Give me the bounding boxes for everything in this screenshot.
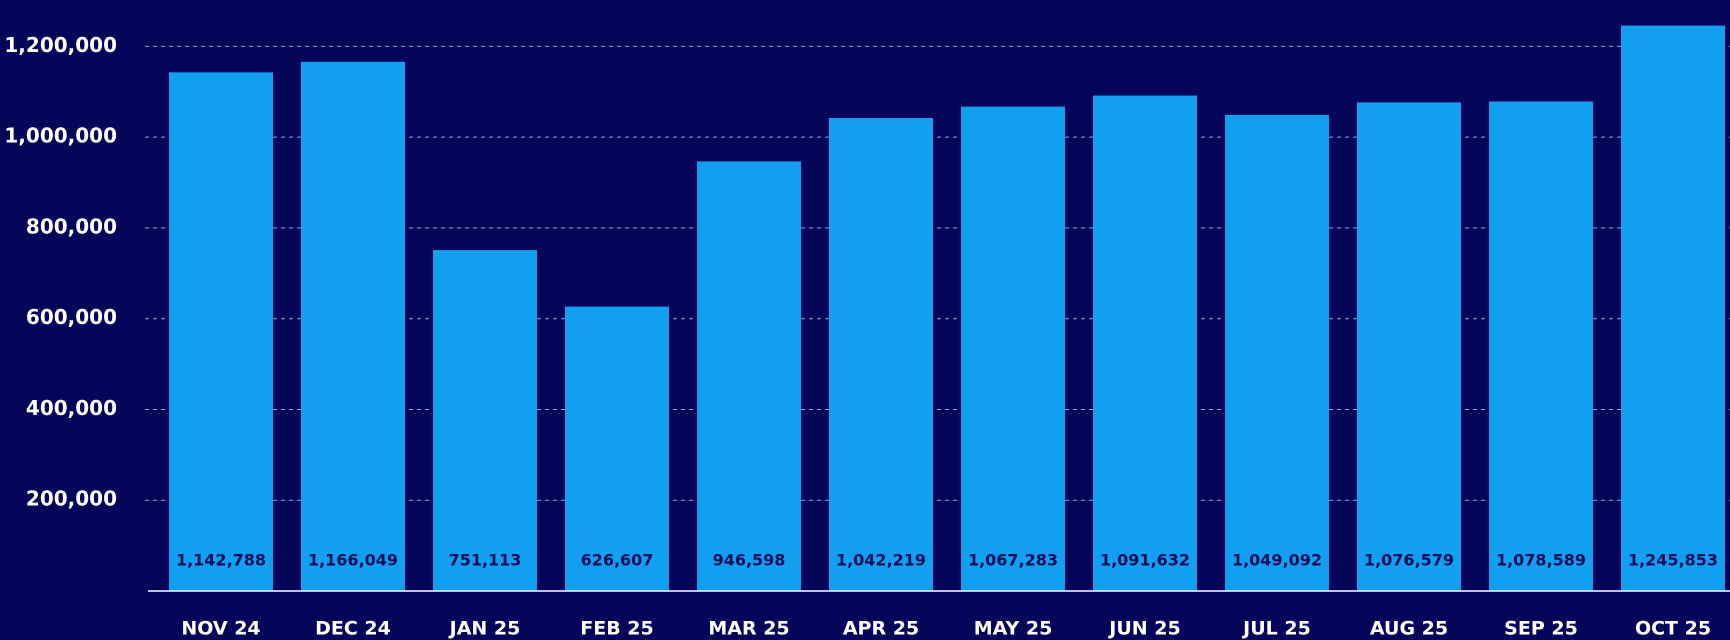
x-tick-label: SEP 25 [1504, 618, 1578, 640]
x-tick-label: JUN 25 [1107, 618, 1180, 640]
bar [829, 117, 933, 591]
value-label: 1,166,049 [308, 551, 398, 570]
x-tick-label: AUG 25 [1370, 618, 1448, 640]
x-tick-label: MAR 25 [708, 618, 789, 640]
value-label: 1,142,788 [176, 551, 266, 570]
x-tick-label: JAN 25 [448, 618, 521, 640]
bar [565, 306, 669, 591]
value-label: 1,067,283 [968, 551, 1058, 570]
x-tick-label: MAY 25 [974, 618, 1053, 640]
x-tick-label: FEB 25 [580, 618, 654, 640]
bar [1225, 114, 1329, 592]
y-tick-label: 1,200,000 [4, 33, 117, 57]
bar [1357, 102, 1461, 592]
bar [1621, 25, 1725, 592]
value-label: 946,598 [713, 551, 786, 570]
bar [697, 161, 801, 591]
y-tick-label: 1,000,000 [4, 124, 117, 148]
y-tick-label: 600,000 [26, 305, 117, 329]
x-tick-label: JUL 25 [1241, 618, 1311, 640]
x-tick-label: OCT 25 [1635, 618, 1711, 640]
value-label: 626,607 [581, 551, 654, 570]
value-label: 1,078,589 [1496, 551, 1586, 570]
x-tick-label: APR 25 [843, 618, 919, 640]
bar [961, 106, 1065, 592]
value-label: 1,076,579 [1364, 551, 1454, 570]
x-tick-label: DEC 24 [315, 618, 391, 640]
bar [1489, 101, 1593, 591]
bar [1093, 95, 1197, 591]
value-label: 1,042,219 [836, 551, 926, 570]
value-label: 1,049,092 [1232, 551, 1322, 570]
bar [301, 61, 405, 591]
y-tick-label: 400,000 [26, 396, 117, 420]
y-tick-label: 800,000 [26, 214, 117, 238]
value-label: 1,091,632 [1100, 551, 1190, 570]
y-tick-label: 200,000 [26, 487, 117, 511]
bar [169, 72, 273, 592]
x-tick-label: NOV 24 [181, 618, 260, 640]
bar [433, 250, 537, 591]
value-label: 1,245,853 [1628, 551, 1718, 570]
value-label: 751,113 [449, 551, 522, 570]
